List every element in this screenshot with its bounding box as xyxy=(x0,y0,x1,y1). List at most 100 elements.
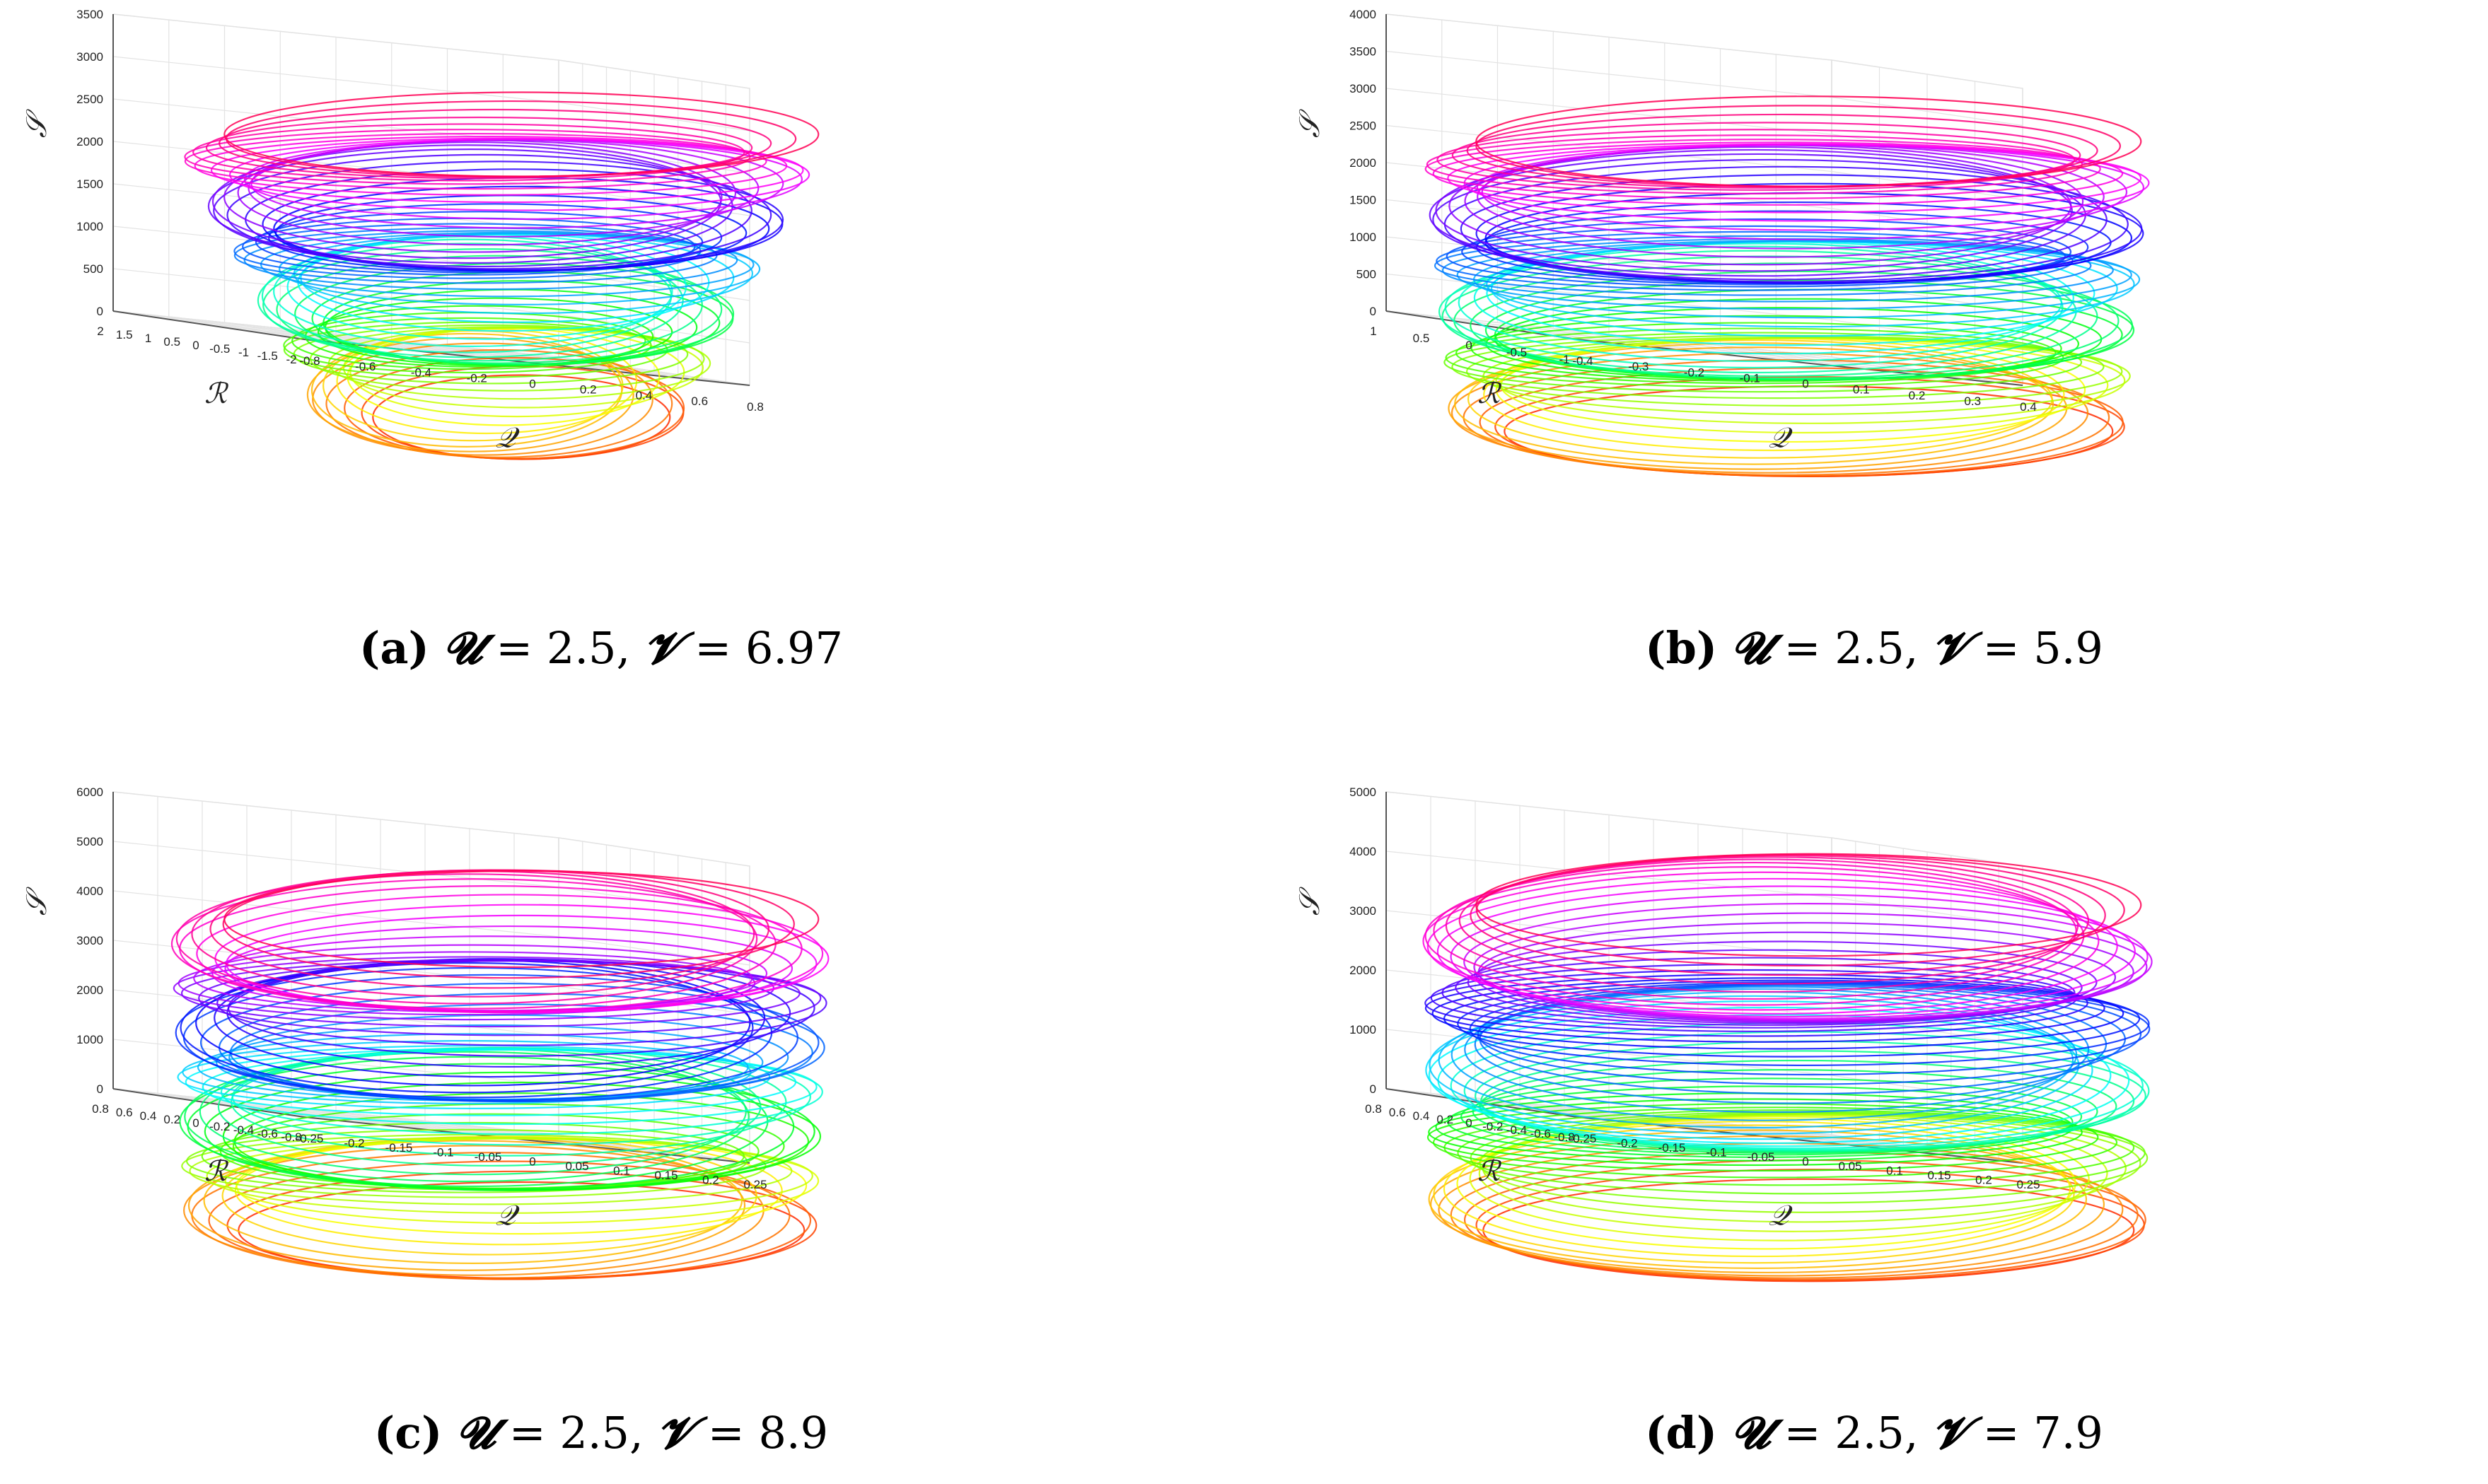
x-tick-label: -0.2 xyxy=(344,1137,364,1150)
y-tick-label: 0.8 xyxy=(1365,1102,1382,1116)
trajectory-ring xyxy=(185,1048,797,1116)
trajectory-ring xyxy=(306,337,634,452)
z-tick-label: 3500 xyxy=(1349,45,1376,59)
z-tick-label: 3000 xyxy=(76,50,103,64)
trajectory-ring xyxy=(180,959,801,1028)
x-tick-label: -0.2 xyxy=(1684,366,1704,379)
panel-d: 0 1000 2000 3000 4000 5000 0.8 0.6 0.4 0.2 0 -0.2 -0… xyxy=(1273,778,2475,1484)
trajectory-ring xyxy=(1430,1135,2105,1274)
z-tick-label: 0 xyxy=(97,305,103,318)
y-tick-label: -1 xyxy=(1559,353,1569,366)
x-tick-label: 0.1 xyxy=(1886,1164,1903,1178)
y-tick-label: -0.6 xyxy=(1530,1127,1551,1140)
y-tick-label: -1.5 xyxy=(257,349,278,363)
x-tick-label: 0.6 xyxy=(691,395,708,408)
trajectory-ring xyxy=(1425,1000,2093,1140)
trajectory-ring xyxy=(1441,957,2076,1029)
trajectory-ring xyxy=(1432,1106,2118,1179)
z-tick-label: 3000 xyxy=(1349,82,1376,95)
z-tick-label: 4000 xyxy=(1349,845,1376,858)
trajectory-ring xyxy=(1444,245,2064,369)
floor-grid-y xyxy=(185,321,631,368)
y-tick-label: 0.4 xyxy=(140,1109,157,1123)
trajectory-ring xyxy=(215,1024,764,1101)
x-tick-label: -0.2 xyxy=(1617,1137,1637,1150)
z-tick-label: 2500 xyxy=(76,93,103,106)
trajectory-ring xyxy=(1464,986,2090,1114)
x-tick-label: -0.05 xyxy=(475,1150,502,1164)
panel-b: 0 500 1000 1500 2000 2500 3000 3500 4000 1 0.5 0 -0.… xyxy=(1273,0,2475,742)
x-tick-label: -0.15 xyxy=(385,1141,413,1155)
x-tick-label: 0 xyxy=(1802,378,1808,391)
z-tick-label: 3000 xyxy=(76,934,103,947)
trajectory-ring xyxy=(1446,225,2066,288)
z-tick-label: 500 xyxy=(1356,268,1376,281)
trajectory xyxy=(1422,853,2153,1283)
z-tick-label: 4000 xyxy=(76,884,103,898)
floor-grid-y xyxy=(208,1102,655,1150)
caption-b-eq2: = xyxy=(1982,622,2020,674)
caption-b-label: (b) xyxy=(1645,622,1718,674)
z-tick-label: 0 xyxy=(1370,1082,1376,1096)
x-tick-label: 0.4 xyxy=(2020,400,2037,414)
trajectory-ring xyxy=(278,232,761,305)
trajectory-ring xyxy=(211,935,768,1012)
trajectory-ring xyxy=(1481,144,2128,240)
z-tick-label: 6000 xyxy=(76,785,103,799)
z-tick-label: 2500 xyxy=(1349,119,1376,133)
plot-a: 0 500 1000 1500 2000 2500 3000 3500 2 1.5 1 0.5 0 -0.… xyxy=(21,8,820,460)
y-tick-label: -0.4 xyxy=(233,1123,254,1137)
trajectory-ring xyxy=(344,356,685,460)
trajectory-ring xyxy=(361,365,685,460)
panel-c: 0 1000 2000 3000 4000 5000 6000 0.8 0.6 0.4 0.2 0 -0… xyxy=(0,778,1202,1484)
floor-grid-y xyxy=(1434,317,1880,365)
trajectory-ring xyxy=(1478,1114,2108,1232)
trajectory-ring xyxy=(1467,940,2098,1024)
x-tick-label: 0.3 xyxy=(1964,395,1981,408)
trajectory-ring xyxy=(226,160,772,270)
r-axis-line xyxy=(112,310,305,340)
y-tick-label: 0 xyxy=(1465,1116,1472,1130)
grid xyxy=(112,791,750,1164)
z-tick-label: 1000 xyxy=(1349,230,1376,244)
trajectory-ring xyxy=(1435,148,2073,272)
z-tick-label: 1000 xyxy=(1349,1023,1376,1036)
x-tick-label: 0.1 xyxy=(1853,383,1870,397)
caption-d: (d) 𝓤 = 2.5, 𝓥 = 7.9 xyxy=(1273,1407,2475,1459)
x-tick-label: -0.25 xyxy=(296,1132,324,1145)
x-tick-label: 0.2 xyxy=(1975,1174,1992,1187)
trajectory-ring xyxy=(1432,141,2124,206)
x-tick-label: -0.05 xyxy=(1748,1150,1775,1164)
trajectory-ring xyxy=(1445,858,2079,993)
trajectory-ring xyxy=(1479,367,2124,477)
caption-b-eq1: = xyxy=(1784,622,1821,674)
x-tick-label: 0.2 xyxy=(580,383,597,397)
x-tick-label: 0.15 xyxy=(1927,1169,1951,1182)
y-tick-label: -0.8 xyxy=(281,1130,301,1144)
trajectory-ring xyxy=(1454,342,2054,465)
y-tick-label: 1 xyxy=(145,332,151,345)
trajectory-ring xyxy=(262,248,703,362)
y-tick-label: 0.4 xyxy=(1413,1109,1430,1123)
y-tick-label: 1.5 xyxy=(116,328,133,341)
trajectory-ring xyxy=(180,962,754,1094)
caption-b-v-symbol: 𝓥 xyxy=(1932,622,1969,674)
y-tick-label: 0.2 xyxy=(163,1113,180,1126)
trajectory-ring xyxy=(1470,855,2106,976)
y-tick-label: 0.2 xyxy=(1436,1113,1453,1126)
x-tick-label: 0.4 xyxy=(636,389,653,402)
y-tick-label: 1 xyxy=(1370,325,1376,338)
z-tick-label: 5000 xyxy=(76,835,103,848)
y-tick-label: -0.2 xyxy=(1482,1120,1503,1133)
x-tick-label: 0.05 xyxy=(1838,1159,1861,1173)
x-tick-label: -0.8 xyxy=(299,354,320,368)
caption-d-v: 7.9 xyxy=(2033,1407,2103,1459)
x-tick-label: 0 xyxy=(529,378,535,391)
trajectory-ring xyxy=(198,960,822,1036)
trajectory-ring xyxy=(194,136,788,196)
trajectory-ring xyxy=(223,870,820,969)
trajectory-ring xyxy=(257,243,684,358)
trajectory-ring xyxy=(175,873,758,1005)
x-tick-label: 0 xyxy=(1802,1155,1808,1169)
z-tick-label: 2000 xyxy=(1349,964,1376,977)
